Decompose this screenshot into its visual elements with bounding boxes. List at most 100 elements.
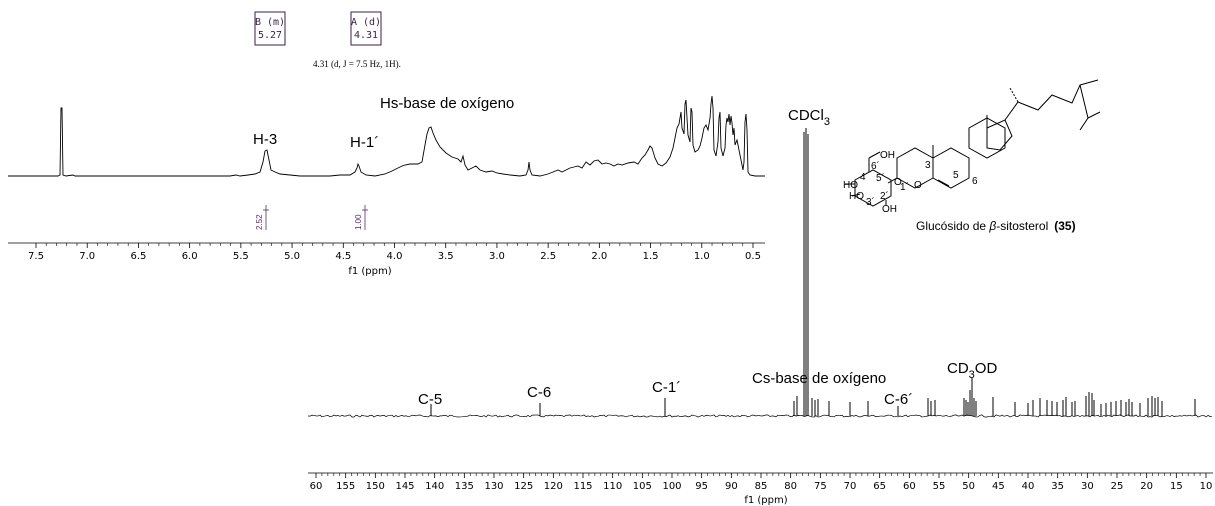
tick-label: 2.0 — [591, 251, 607, 262]
c-oxygen-label: Cs-base de oxígeno — [752, 370, 886, 387]
tick-label: 45 — [992, 481, 1005, 492]
cd3od-label: CD3OD — [947, 360, 997, 381]
tick-label: 4.0 — [387, 251, 403, 262]
tick-label: 60 — [310, 481, 323, 492]
h-spectrum: H-3 H-1´ Hs-base de oxígeno 2.52 1.00 7.… — [8, 95, 765, 277]
tick-label: 3.5 — [438, 251, 454, 262]
tick-label: 0.5 — [745, 251, 761, 262]
c-axis-ticks: 60 155 150 145 140 135 130 125 120 115 110 105 100 95… — [310, 473, 1213, 492]
tick-label: 90 — [725, 481, 738, 492]
tick-label: 120 — [544, 481, 563, 492]
tick-label: 125 — [514, 481, 533, 492]
tick-label: 7.5 — [28, 251, 44, 262]
c-spectrum-peaks — [430, 378, 1196, 416]
tick-label: 60 — [903, 481, 916, 492]
coupling-text: 4.31 (d, J = 7.5 Hz, 1H). — [313, 59, 401, 69]
atom-oh-6p: OH — [880, 150, 895, 161]
tick-label: 3.0 — [489, 251, 505, 262]
tick-label: 135 — [455, 481, 474, 492]
molecule-labels: OH 6´ O 5´ 4´ HO HO 3´ 2´ 1´ OH O 3 5 6 … — [843, 150, 1076, 233]
caption-greek: β — [988, 219, 996, 233]
tick-label: 1.5 — [643, 251, 659, 262]
atom-1p: 1´ — [900, 181, 909, 193]
cdcl3-text: CDCl3 — [788, 107, 830, 128]
caption-prefix: Glucósido de — [916, 219, 989, 233]
atom-oh-2p: OH — [882, 204, 897, 215]
c-axis-title: f1 (ppm) — [744, 495, 787, 506]
c5-annotation: C-5 — [418, 391, 442, 408]
tick-label: 5.5 — [233, 251, 249, 262]
tick-label: 30 — [1081, 481, 1094, 492]
tick-label: 1.0 — [694, 251, 710, 262]
atom-6p: 6´ — [871, 160, 880, 172]
cdcl3-triplet — [803, 128, 809, 416]
tick-label: 7.0 — [79, 251, 95, 262]
c6p-annotation: C-6´ — [884, 391, 913, 408]
c6-annotation: C-6 — [527, 384, 551, 401]
tick-label: 105 — [633, 481, 652, 492]
h3-annotation: H-3 — [253, 131, 277, 148]
atom-ho-3p: HO — [849, 191, 864, 202]
integral-h1p: 1.00 — [354, 205, 368, 230]
integral-h1p-value: 1.00 — [354, 214, 363, 230]
tick-label: 10 — [1200, 481, 1213, 492]
tick-label: 20 — [1140, 481, 1153, 492]
c-spectrum-baseline — [307, 414, 1213, 418]
tick-label: 100 — [662, 481, 681, 492]
integral-h3: 2.52 — [255, 205, 269, 230]
tick-label: 145 — [395, 481, 414, 492]
peak-box-b: B (m) 5.27 — [254, 11, 286, 46]
atom-3p: 3´ — [866, 196, 875, 208]
peak-box-b-shift: 5.27 — [258, 30, 282, 41]
h1p-annotation: H-1´ — [350, 134, 379, 151]
structure-caption: Glucósido de β-sitosterol (35) — [916, 219, 1076, 233]
atom-glyco-o: O — [914, 180, 922, 191]
methyl-21 — [1009, 87, 1019, 103]
atom-ring-o: O — [894, 177, 902, 188]
caption-name: -sitosterol — [996, 219, 1048, 233]
tick-label: 4.5 — [335, 251, 351, 262]
atom-3: 3 — [925, 160, 931, 171]
tick-label: 95 — [695, 481, 708, 492]
atom-2p: 2´ — [880, 190, 889, 202]
tick-label: 6.5 — [130, 251, 146, 262]
tick-label: 65 — [873, 481, 886, 492]
peak-box-a: A (d) 4.31 — [350, 11, 382, 46]
peak-box-b-label: B (m) — [255, 17, 285, 28]
atom-5p: 5´ — [876, 172, 885, 184]
tick-label: 2.5 — [540, 251, 556, 262]
tick-label: 115 — [573, 481, 592, 492]
caption-number: (35) — [1054, 219, 1075, 233]
tick-label: 80 — [784, 481, 797, 492]
tick-label: 40 — [1022, 481, 1035, 492]
tick-label: 5.0 — [284, 251, 300, 262]
tick-label: 70 — [844, 481, 857, 492]
c1p-annotation: C-1´ — [652, 379, 681, 396]
tick-label: 6.0 — [182, 251, 198, 262]
tick-label: 35 — [1051, 481, 1064, 492]
tick-label: 50 — [962, 481, 975, 492]
tick-label: 155 — [336, 481, 355, 492]
tick-label: 110 — [603, 481, 622, 492]
tick-label: 55 — [933, 481, 946, 492]
side-chain — [1004, 79, 1101, 131]
c-spectrum: CDCl3 C-5 C-6 C-1´ Cs-base de oxígeno C-… — [307, 107, 1213, 506]
atom-6: 6 — [972, 176, 978, 187]
tick-label: 150 — [366, 481, 385, 492]
h-axis-ticks: 7.5 7.0 6.5 6.0 5.5 5.0 4.5 4.0 3.5 3.0 2.5 2.0 1.5 1… — [28, 243, 761, 262]
integral-h3-value: 2.52 — [255, 214, 264, 230]
peak-box-a-label: A (d) — [351, 17, 381, 28]
ring-d — [986, 119, 1013, 151]
atom-5: 5 — [953, 170, 959, 181]
bond-3-o — [887, 177, 898, 184]
h-oxygen-label: Hs-base de oxígeno — [380, 95, 514, 112]
h-axis-title: f1 (ppm) — [348, 266, 391, 277]
tick-label: 75 — [814, 481, 827, 492]
tick-label: 25 — [1111, 481, 1124, 492]
bond-6p-oh — [868, 151, 881, 159]
ring-b — [932, 147, 970, 189]
cdcl3-label: CDCl3 — [788, 107, 830, 128]
tick-label: 140 — [425, 481, 444, 492]
molecule-structure — [845, 79, 1101, 207]
